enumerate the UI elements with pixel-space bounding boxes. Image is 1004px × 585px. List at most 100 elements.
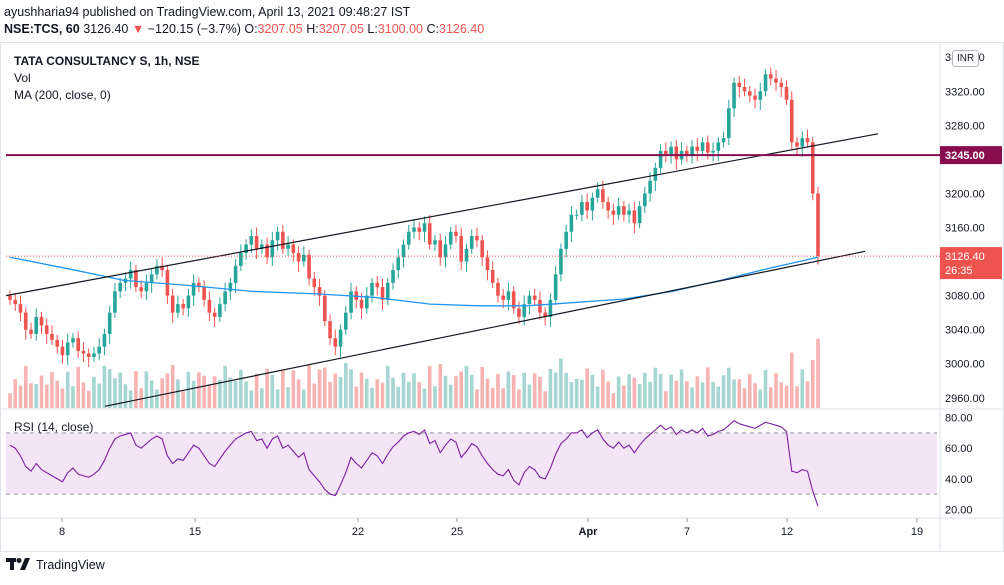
candle-body [616,206,621,215]
volume-bar [543,391,547,408]
candle-body [92,353,96,357]
volume-bar [81,382,86,408]
candle-body [538,299,542,313]
volume-bar [732,379,736,408]
volume-bar [307,364,311,408]
volume-bar [637,384,642,408]
volume-bar [590,374,595,408]
legend-ma[interactable]: MA (200, close, 0) [14,88,111,102]
currency-badge[interactable]: INR [952,50,980,67]
price-tick-label: 3160.00 [945,223,985,235]
volume-bar [627,374,631,408]
candle-body [302,254,306,262]
volume-bar [228,377,233,408]
volume-bar [548,369,553,408]
volume-bar [674,380,679,408]
volume-bar [18,385,23,408]
candle-body [737,82,742,88]
candle-body [637,206,642,224]
volume-bar [34,384,39,408]
candle-body [406,231,411,245]
change-arrow: ▼ [131,22,145,36]
footer-brand[interactable]: TradingView [36,558,105,572]
time-tick-label: 8 [59,526,65,538]
volume-bar [816,338,820,408]
volume-bar [260,388,264,408]
volume-bar [107,369,112,408]
candle-body [102,333,107,347]
volume-bar [202,375,206,408]
candle-body [291,244,296,254]
rsi-tick-label: 80.00 [945,413,973,425]
volume-bar [727,367,731,408]
volume-bar [485,378,490,408]
candle-body [113,291,117,313]
ma200-line [9,256,819,307]
candle-body [176,304,180,313]
volume-bar [249,390,254,408]
rsi-band-fill [6,432,937,495]
volume-bar [349,369,353,408]
volume-bar [784,385,789,408]
candle-body [700,142,705,151]
volume-bar [76,366,81,408]
footer: TradingView [6,558,105,572]
volume-bar [469,374,474,408]
symbol: NSE:TCS, 60 [4,22,80,36]
candle-body [564,231,568,249]
volume-bar [779,382,784,408]
candle-body [810,142,815,194]
candle-body [380,287,385,300]
low-label: L: [367,22,378,36]
time-tick-label: 15 [189,526,201,538]
chart-frame[interactable]: 2960.00 3000.00 3040.00 3080.00 3160.00 3200.… [0,42,1004,552]
volume-bar [810,360,815,408]
candle-body [522,304,526,317]
volume-bar [417,382,422,408]
volume-bar [92,376,96,408]
volume-bar [270,375,275,408]
candle-body [18,304,23,313]
rsi-legend[interactable]: RSI (14, close) [14,420,94,434]
volume-bar [254,373,259,408]
volume-bar [39,375,44,408]
volume-bar [475,389,479,408]
candle-body [653,167,658,181]
candle-body [44,325,49,334]
candle-body [553,274,558,300]
candle-body [391,270,395,283]
candle-body [721,138,726,143]
candle-body [469,236,474,249]
level-price-tag [940,146,1002,165]
volume-bar [338,377,343,408]
candle-body [648,180,652,194]
volume-bar [711,381,715,408]
volume-bar [737,379,742,408]
candle-body [632,210,637,224]
time-tick-label: Apr [579,526,599,538]
candle-body [569,214,574,232]
candle-body [354,291,359,300]
volume-bar [364,378,369,408]
candle-body [181,304,185,309]
candle-body [622,206,626,215]
candle-body [197,282,201,288]
candle-body [65,342,70,356]
price-chart[interactable]: 2960.00 3000.00 3040.00 3080.00 3160.00 3200.… [0,42,1004,552]
candle-body [228,282,233,292]
candle-body [417,227,422,232]
candle-body [643,193,647,207]
legend-title[interactable]: TATA CONSULTANCY S, 1h, NSE [14,54,200,68]
channel-upper-line [5,133,879,297]
legend-volume[interactable]: Vol [14,71,31,85]
volume-bar [155,389,159,408]
rsi-line [9,420,819,507]
price-tick-label: 3040.00 [945,325,985,337]
candle-body [254,236,259,249]
volume-bar [97,383,101,408]
candle-body [29,329,33,334]
candle-body [585,201,589,211]
candle-body [223,291,227,305]
candle-body [338,329,343,347]
candle-body [128,270,133,279]
